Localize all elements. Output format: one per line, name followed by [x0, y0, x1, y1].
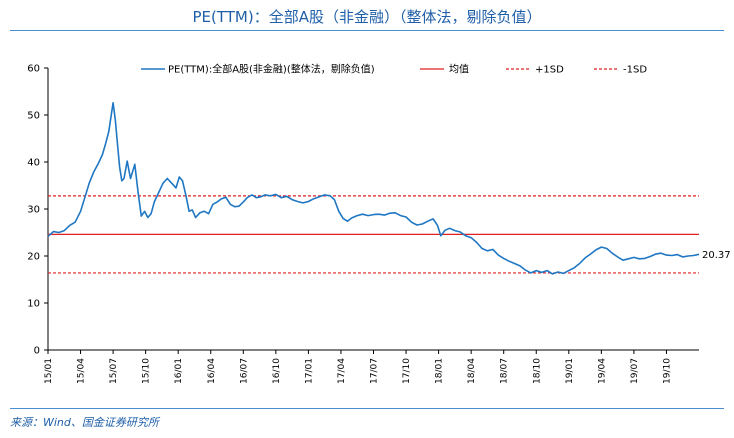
legend-label-pe: PE(TTM):全部A股(非金融)(整体法，剔除负值)	[168, 63, 375, 76]
y-axis: 0 10 20 30 40 50 60	[27, 64, 49, 357]
pe-series-line	[47, 102, 700, 275]
x-tick-label: 16/04	[207, 358, 217, 384]
x-tick-label: 18/07	[500, 358, 510, 384]
x-tick-label: 18/04	[467, 358, 477, 384]
x-tick-label: 19/07	[630, 358, 640, 384]
legend-label-mean: 均值	[449, 63, 469, 76]
x-tick-label: 15/10	[142, 358, 152, 384]
x-tick-label: 16/01	[174, 358, 184, 384]
y-tick-label: 50	[27, 111, 40, 122]
y-tick-label: 40	[27, 158, 40, 169]
chart-title: PE(TTM)：全部A股（非金融）（整体法，剔除负值）	[192, 8, 542, 26]
x-tick-label: 15/07	[109, 358, 119, 384]
source-note: 来源：Wind、国金证券研究所	[10, 416, 159, 429]
x-tick-label: 16/07	[239, 358, 249, 384]
reference-lines	[48, 195, 699, 274]
y-tick-label: 0	[34, 346, 40, 357]
x-tick-label: 18/01	[435, 358, 445, 384]
series-group: 20.37	[47, 102, 731, 275]
title-divider	[10, 30, 724, 31]
x-tick-label: 18/10	[532, 358, 542, 384]
x-tick-label: 19/10	[662, 358, 672, 384]
x-tick-label: 17/07	[370, 358, 380, 384]
x-axis: 15/01 15/04 15/07 15/10 16/01 16/04 16/07 16/10…	[44, 349, 699, 384]
end-value-label: 20.37	[702, 250, 731, 261]
x-tick-label: 17/01	[304, 358, 314, 384]
legend: PE(TTM):全部A股(非金融)(整体法，剔除负值) 均值 +1SD -1SD	[141, 63, 647, 76]
y-tick-label: 10	[27, 299, 40, 310]
y-tick-label: 20	[27, 252, 40, 263]
x-tick-label: 15/01	[44, 358, 54, 384]
y-tick-label: 30	[27, 205, 40, 216]
footer-divider	[10, 408, 724, 409]
x-tick-label: 17/04	[337, 358, 347, 384]
legend-label-plus1sd: +1SD	[535, 65, 564, 76]
x-tick-label: 15/04	[77, 358, 87, 384]
x-tick-label: 19/04	[597, 358, 607, 384]
x-tick-label: 16/10	[272, 358, 282, 384]
y-tick-label: 60	[27, 64, 40, 75]
x-tick-label: 17/10	[402, 358, 412, 384]
x-tick-label: 19/01	[565, 358, 575, 384]
legend-label-minus1sd: -1SD	[623, 65, 647, 76]
